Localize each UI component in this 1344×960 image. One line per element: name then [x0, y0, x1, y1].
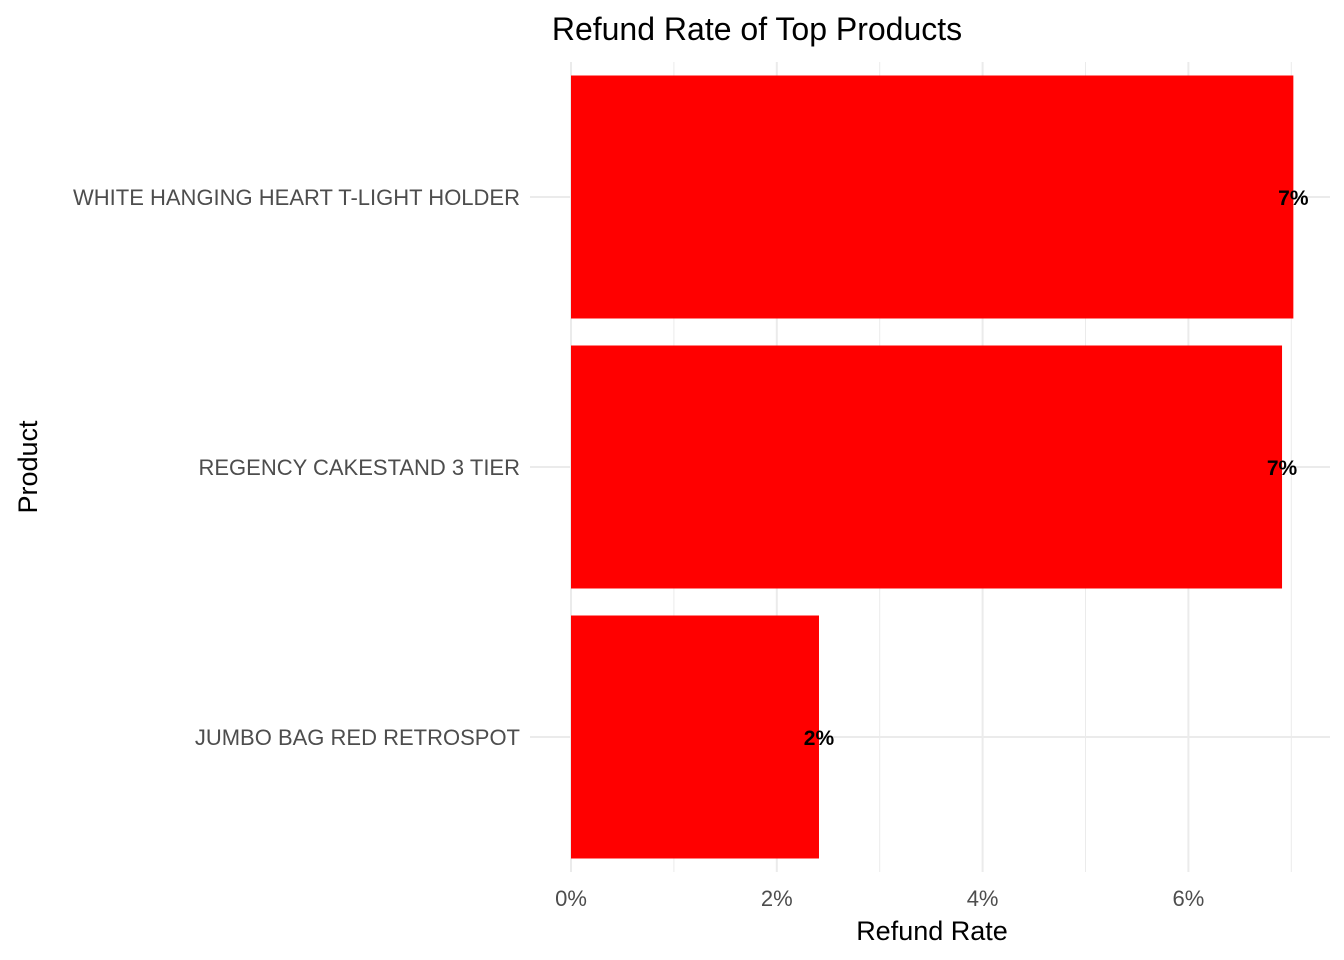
y-axis-title: Product: [13, 420, 43, 514]
y-tick-label: REGENCY CAKESTAND 3 TIER: [198, 455, 520, 480]
x-tick-label: 4%: [967, 886, 999, 911]
x-tick-label: 6%: [1173, 886, 1205, 911]
bar: [571, 615, 819, 859]
data-label-layer: 7% 7% 2%: [804, 187, 1309, 750]
x-axis-title: Refund Rate: [856, 916, 1008, 946]
bar-data-label: 2%: [804, 727, 835, 750]
x-axis-ticks: 0% 2% 4% 6%: [555, 886, 1204, 911]
y-axis-ticks: WHITE HANGING HEART T-LIGHT HOLDER REGENC…: [73, 185, 520, 750]
y-tick-label: WHITE HANGING HEART T-LIGHT HOLDER: [73, 185, 520, 210]
bar-layer: [571, 75, 1294, 859]
bar-data-label: 7%: [1278, 187, 1309, 210]
bar: [571, 75, 1294, 319]
bar-data-label: 7%: [1267, 457, 1298, 480]
bar: [571, 345, 1283, 589]
x-tick-label: 2%: [761, 886, 793, 911]
chart-title: Refund Rate of Top Products: [552, 11, 962, 47]
y-tick-label: JUMBO BAG RED RETROSPOT: [195, 725, 520, 750]
x-tick-label: 0%: [555, 886, 587, 911]
